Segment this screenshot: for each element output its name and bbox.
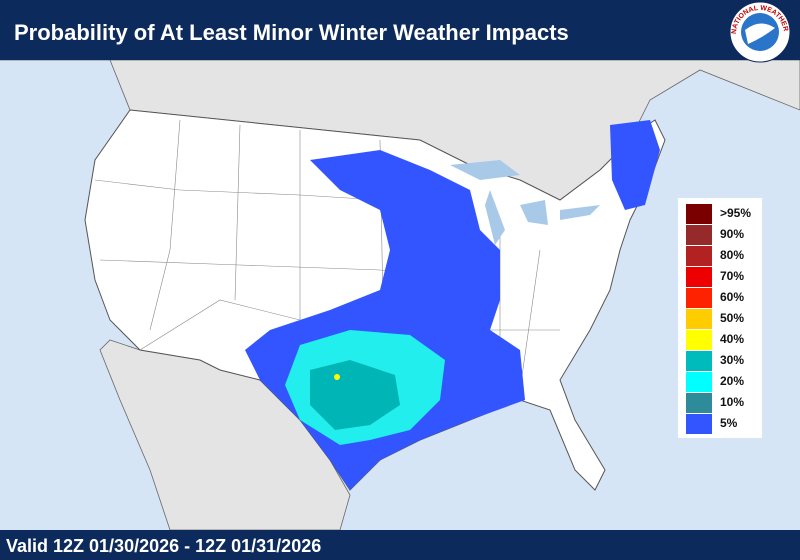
legend-swatch (686, 225, 712, 245)
legend-label: 80% (720, 248, 744, 262)
legend-label: 50% (720, 311, 744, 325)
legend-label: 60% (720, 290, 744, 304)
legend-label: 70% (720, 269, 744, 283)
legend-swatch (686, 288, 712, 308)
legend-label: 90% (720, 227, 744, 241)
area-30 (310, 360, 400, 430)
legend-label: 10% (720, 395, 744, 409)
legend: >95% 90% 80% 70% 60% 50% 40% 30% 20% 10% 5% (686, 204, 751, 434)
valid-time: Valid 12Z 01/30/2026 - 12Z 01/31/2026 (6, 536, 321, 556)
legend-swatch (686, 393, 712, 413)
lakes (450, 160, 600, 245)
footer-bar (0, 530, 800, 560)
legend-swatch (686, 267, 712, 287)
legend-label: >95% (720, 206, 751, 220)
header-bar (0, 0, 800, 60)
legend-swatch (686, 330, 712, 350)
legend-label: 40% (720, 332, 744, 346)
legend-swatch (686, 351, 712, 371)
legend-label: 20% (720, 374, 744, 388)
area-5-ne (610, 120, 660, 210)
legend-swatch (686, 204, 712, 224)
legend-swatch (686, 246, 712, 266)
area-40 (334, 374, 340, 380)
legend-swatch (686, 414, 712, 434)
title: Probability of At Least Minor Winter Wea… (14, 20, 569, 45)
legend-swatch (686, 309, 712, 329)
legend-label: 30% (720, 353, 744, 367)
legend-swatch (686, 372, 712, 392)
legend-label: 5% (720, 416, 738, 430)
